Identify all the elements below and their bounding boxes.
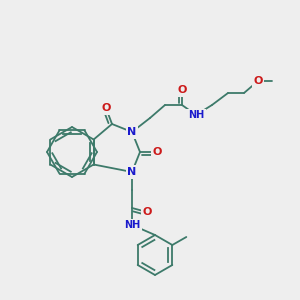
Text: N: N [128, 167, 136, 177]
Text: O: O [253, 76, 263, 86]
Text: NH: NH [124, 220, 140, 230]
Text: O: O [142, 207, 152, 217]
Text: O: O [101, 103, 111, 113]
Text: O: O [152, 147, 162, 157]
Text: O: O [177, 85, 187, 95]
Text: N: N [128, 127, 136, 137]
Text: NH: NH [188, 110, 204, 120]
